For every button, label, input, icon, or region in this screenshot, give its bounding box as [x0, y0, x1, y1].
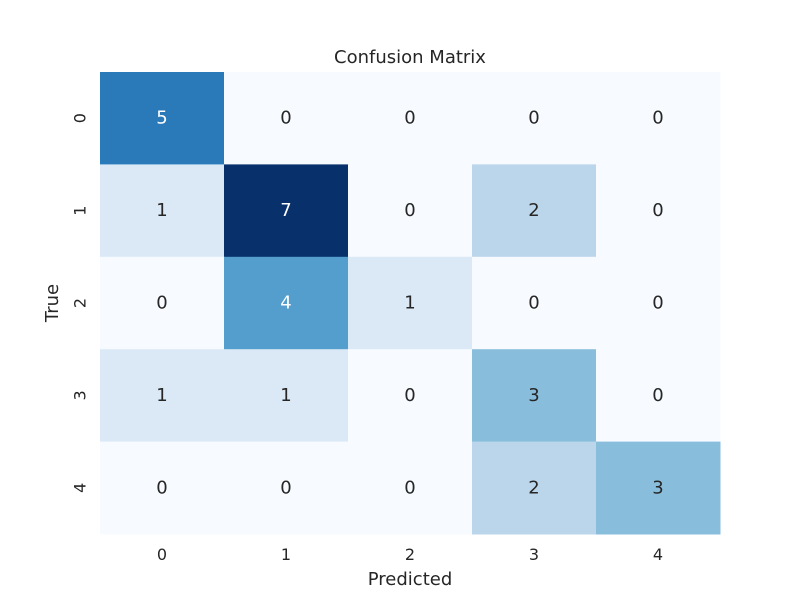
- cell-value-r1-c0: 1: [156, 200, 167, 221]
- cell-value-r3-c2: 0: [404, 385, 415, 406]
- cell-value-r4-c3: 2: [528, 477, 539, 498]
- cell-value-r1-c4: 0: [652, 200, 663, 221]
- cell-value-r0-c4: 0: [652, 108, 663, 129]
- cell-value-r3-c1: 1: [280, 385, 291, 406]
- heatmap-cell-r1-c1: [224, 164, 349, 258]
- cell-value-r0-c2: 0: [404, 108, 415, 129]
- y-tick-labels: 0 1 2 3 4: [71, 113, 90, 493]
- cell-value-r3-c4: 0: [652, 385, 663, 406]
- y-tick-1: 1: [71, 206, 90, 216]
- x-tick-2: 2: [405, 545, 415, 564]
- cell-value-r4-c4: 3: [652, 477, 663, 498]
- heatmap-cell-r4-c2: [348, 441, 473, 535]
- heatmap-cell-r2-c4: [596, 256, 721, 350]
- heatmap-cell-r4-c3: [472, 441, 597, 535]
- heatmap-cell-r3-c1: [224, 349, 349, 443]
- heatmap-cell-labels: 5 0 0 0 0 1 7 0 2 0 0 4 1 0 0 1 1 0 3 0 0 0 0 2 3: [156, 108, 663, 499]
- cell-value-r2-c4: 0: [652, 293, 663, 314]
- cell-value-r1-c2: 0: [404, 200, 415, 221]
- heatmap-cell-r2-c2: [348, 256, 473, 350]
- y-tick-2: 2: [71, 298, 90, 308]
- heatmap-cell-r1-c0: [100, 164, 225, 258]
- x-tick-1: 1: [281, 545, 291, 564]
- y-tick-0: 0: [71, 113, 90, 123]
- heatmap-cell-r2-c3: [472, 256, 597, 350]
- x-tick-0: 0: [157, 545, 167, 564]
- heatmap-cell-r0-c0: [100, 72, 225, 165]
- heatmap-cell-r2-c0: [100, 256, 225, 350]
- cell-value-r0-c3: 0: [528, 108, 539, 129]
- heatmap-cell-r0-c3: [472, 72, 597, 165]
- cell-value-r4-c2: 0: [404, 477, 415, 498]
- x-tick-4: 4: [653, 545, 663, 564]
- cell-value-r2-c3: 0: [528, 293, 539, 314]
- heatmap-cell-r3-c3: [472, 349, 597, 443]
- heatmap-cell-r3-c4: [596, 349, 721, 443]
- heatmap-cell-r1-c2: [348, 164, 473, 258]
- heatmap-cell-r1-c4: [596, 164, 721, 258]
- cell-value-r0-c1: 0: [280, 108, 291, 129]
- cell-value-r2-c1: 4: [280, 293, 291, 314]
- x-axis-label: Predicted: [368, 569, 453, 590]
- cell-value-r3-c0: 1: [156, 385, 167, 406]
- heatmap-cells: [100, 72, 721, 535]
- cell-value-r4-c1: 0: [280, 477, 291, 498]
- heatmap-cell-r0-c4: [596, 72, 721, 165]
- cell-value-r2-c0: 0: [156, 293, 167, 314]
- y-tick-3: 3: [71, 390, 90, 400]
- cell-value-r4-c0: 0: [156, 477, 167, 498]
- heatmap-cell-r4-c1: [224, 441, 349, 535]
- heatmap-cell-r3-c0: [100, 349, 225, 443]
- chart-title: Confusion Matrix: [334, 47, 486, 68]
- x-tick-3: 3: [529, 545, 539, 564]
- y-tick-4: 4: [71, 483, 90, 493]
- heatmap-cell-r0-c1: [224, 72, 349, 165]
- cell-value-r1-c1: 7: [280, 200, 291, 221]
- cell-value-r0-c0: 5: [156, 108, 167, 129]
- heatmap-cell-r3-c2: [348, 349, 473, 443]
- x-tick-labels: 0 1 2 3 4: [157, 545, 663, 564]
- heatmap-cell-r4-c4: [596, 441, 721, 535]
- cell-value-r1-c3: 2: [528, 200, 539, 221]
- heatmap-cell-r4-c0: [100, 441, 225, 535]
- cell-value-r2-c2: 1: [404, 293, 415, 314]
- heatmap-cell-r1-c3: [472, 164, 597, 258]
- y-axis-label: True: [42, 284, 63, 323]
- heatmap-cell-r0-c2: [348, 72, 473, 165]
- heatmap-cell-r2-c1: [224, 256, 349, 350]
- cell-value-r3-c3: 3: [528, 385, 539, 406]
